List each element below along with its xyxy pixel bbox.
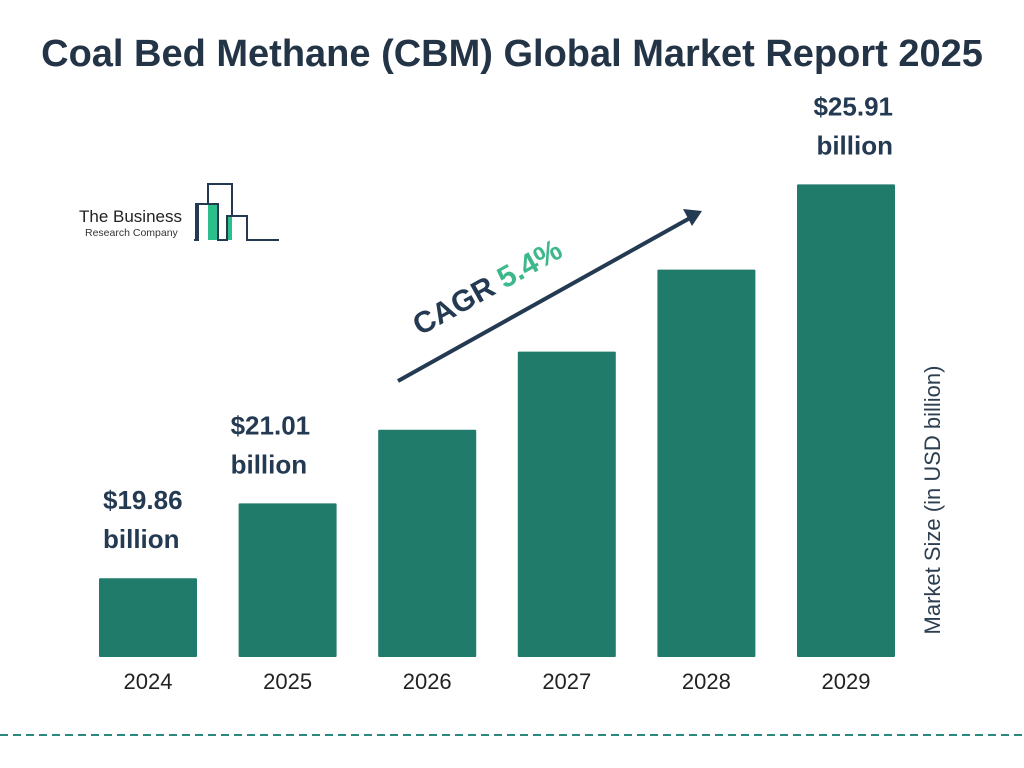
bar-2027 <box>517 351 616 657</box>
bar-2028 <box>657 269 756 657</box>
x-tick-label: 2029 <box>822 669 871 694</box>
chart-title: Coal Bed Methane (CBM) Global Market Rep… <box>41 33 983 75</box>
arrow-head-icon <box>683 209 702 226</box>
bar-2024 <box>99 578 197 657</box>
x-tick-label: 2028 <box>682 669 731 694</box>
logo-bar-icon <box>208 204 218 240</box>
logo-line1: The Business <box>79 207 182 226</box>
x-tick-label: 2025 <box>263 669 312 694</box>
x-tick-label: 2026 <box>403 669 452 694</box>
bar-2025 <box>238 503 337 657</box>
cagr-value: 5.4% <box>492 233 568 295</box>
x-tick-label: 2024 <box>124 669 173 694</box>
cagr-label: CAGR 5.4% <box>407 233 567 342</box>
logo-line2: Research Company <box>85 227 179 239</box>
logo-bar-icon <box>227 216 232 240</box>
y-axis-label: Market Size (in USD billion) <box>920 366 945 635</box>
data-label-value: $19.86 <box>103 485 183 515</box>
data-label-value: $21.01 <box>231 410 311 440</box>
logo-skyline-icon <box>217 204 232 241</box>
data-label-unit: billion <box>103 524 180 554</box>
data-label-unit: billion <box>816 130 893 160</box>
bar-2026 <box>378 429 477 657</box>
x-tick-label: 2027 <box>542 669 591 694</box>
logo-skyline-icon <box>194 183 279 241</box>
bar-2029 <box>797 184 895 657</box>
data-label-unit: billion <box>231 449 308 479</box>
cagr-arrow <box>397 216 691 383</box>
data-label-value: $25.91 <box>813 91 893 121</box>
